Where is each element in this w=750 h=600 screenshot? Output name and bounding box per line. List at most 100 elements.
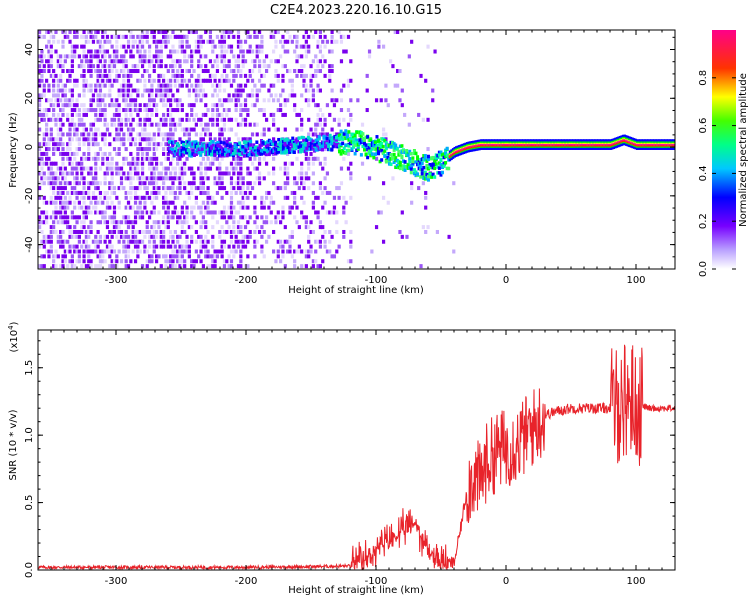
spectrogram-noise-cell	[61, 259, 65, 264]
spectrogram-noise-cell	[211, 83, 215, 88]
spectrogram-noise-cell	[192, 117, 196, 122]
spectrogram-noise-cell	[201, 112, 205, 117]
spectrogram-noise-cell	[300, 249, 304, 254]
spectrogram-noise-cell	[166, 210, 170, 215]
spectrogram-ridge-cell	[175, 152, 179, 156]
spectrogram-noise-cell	[126, 249, 131, 254]
spectrogram-ridge-cell	[398, 166, 402, 171]
spectrogram-noise-cell	[155, 190, 159, 195]
spectrogram-ridge-core	[660, 143, 664, 146]
spectrogram-noise-cell	[288, 239, 292, 244]
spectrogram-noise-cell	[185, 210, 189, 215]
spectrogram-noise-cell	[140, 127, 145, 132]
spectrogram-noise-cell	[129, 54, 133, 59]
spectrogram-noise-cell	[84, 83, 88, 88]
spectrogram-ridge-cell	[434, 156, 438, 160]
spectrogram-noise-cell	[110, 234, 114, 239]
spectrogram-ridge-cell	[221, 149, 225, 154]
spectrogram-noise-cell	[61, 132, 65, 137]
spectrogram-ridge-cell	[264, 148, 268, 152]
spectrogram-noise-cell	[227, 34, 231, 39]
spectrogram-noise-cell	[253, 122, 257, 127]
spectrogram-ridge-cell	[430, 175, 434, 179]
spectrogram-noise-cell	[70, 244, 74, 249]
spectrogram-noise-cell	[403, 112, 407, 117]
spectrogram-noise-cell	[124, 98, 128, 103]
spectrogram-noise-cell	[328, 69, 332, 74]
spectrogram-noise-cell	[304, 171, 308, 176]
spectrogram-ridge-cell	[309, 141, 313, 145]
spectrogram-noise-cell	[169, 64, 173, 69]
spectrogram-ridge-cell	[506, 144, 509, 147]
spectrogram-ridge-core	[512, 143, 516, 146]
spectrogram-noise-cell	[311, 205, 315, 210]
spectrogram-noise-cell	[199, 220, 203, 225]
spectrogram-noise-cell	[318, 186, 322, 191]
spectrogram-noise-cell	[80, 220, 84, 225]
spectrogram-noise-cell	[225, 229, 229, 234]
spectrogram-ridge-cell	[255, 150, 259, 155]
spectrogram-ridge-cell	[414, 151, 418, 156]
spectrogram-noise-cell	[112, 249, 117, 254]
spectrogram-noise-cell	[323, 156, 327, 161]
spectrogram-noise-cell	[183, 229, 187, 234]
spectrogram-noise-cell	[124, 64, 128, 69]
spectrogram-ridge-cell	[600, 144, 603, 147]
spectrogram-noise-cell	[87, 49, 91, 54]
spectrogram-noise-cell	[77, 161, 81, 166]
spectrogram-noise-cell	[257, 156, 262, 161]
spectrogram-noise-cell	[234, 98, 238, 103]
spectrogram-noise-cell	[267, 205, 271, 210]
spectrogram-noise-cell	[328, 64, 332, 69]
spectrogram-ridge-cell	[645, 144, 648, 147]
spectrogram-noise-cell	[61, 103, 65, 108]
spectrogram-ytick-label: 20	[24, 92, 35, 105]
spectrogram-noise-cell	[59, 205, 63, 210]
spectrogram-noise-cell	[119, 171, 124, 176]
spectrogram-noise-cell	[222, 69, 227, 74]
spectrogram-noise-cell	[300, 73, 304, 78]
spectrogram-noise-cell	[374, 225, 379, 230]
spectrogram-ridge-cell	[188, 153, 192, 158]
spectrogram-ridge-core	[450, 153, 453, 156]
spectrogram-ridge-cell	[442, 161, 446, 166]
spectrogram-noise-cell	[426, 225, 430, 230]
spectrogram-ridge-cell	[637, 144, 640, 147]
spectrogram-noise-cell	[295, 220, 299, 225]
spectrogram-noise-cell	[225, 30, 229, 34]
spectrogram-noise-cell	[178, 171, 182, 176]
spectrogram-ridge-cell	[313, 149, 317, 153]
spectrogram-noise-cell	[349, 244, 353, 249]
spectrogram-noise-cell	[94, 49, 98, 54]
spectrogram-noise-cell	[190, 234, 194, 239]
spectrogram-noise-cell	[180, 117, 184, 122]
spectrogram-noise-cell	[220, 225, 224, 230]
spectrogram-noise-cell	[38, 93, 42, 98]
spectrogram-ridge-cell	[490, 144, 494, 147]
spectrogram-noise-cell	[208, 39, 213, 44]
spectrogram-ridge-cell	[241, 145, 245, 149]
spectrogram-noise-cell	[166, 93, 170, 98]
spectrogram-noise-cell	[152, 39, 156, 44]
spectrogram-noise-cell	[162, 176, 166, 181]
spectrogram-noise-cell	[162, 234, 166, 239]
spectrogram-ridge-core	[639, 143, 642, 146]
spectrogram-noise-cell	[307, 117, 311, 122]
spectrogram-noise-cell	[222, 137, 227, 142]
spectrogram-noise-cell	[187, 254, 191, 259]
spectrogram-noise-cell	[147, 239, 152, 244]
spectrogram-noise-cell	[87, 88, 91, 93]
spectrogram-noise-cell	[187, 190, 191, 195]
spectrogram-noise-cell	[47, 39, 51, 44]
spectrogram-noise-cell	[307, 234, 311, 239]
spectrogram-noise-cell	[236, 122, 241, 127]
spectrogram-noise-cell	[337, 186, 341, 191]
spectrogram-noise-cell	[218, 210, 222, 215]
spectrogram-ridge-cell	[280, 145, 284, 150]
spectrogram-noise-cell	[82, 93, 86, 98]
spectrogram-noise-cell	[63, 88, 67, 93]
spectrogram-noise-cell	[220, 156, 224, 161]
spectrogram-ridge-cell	[345, 132, 349, 137]
spectrogram-noise-cell	[63, 205, 67, 210]
spectrogram-ridge-cell	[250, 152, 254, 157]
